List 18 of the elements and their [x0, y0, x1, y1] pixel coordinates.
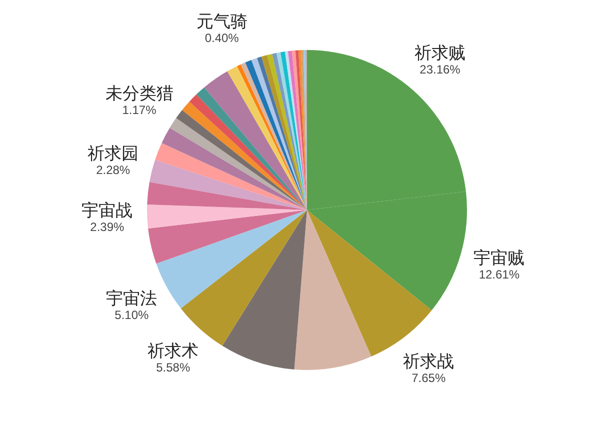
slice-label: 祈求术	[148, 342, 199, 361]
data-label: 23.16%	[420, 62, 461, 77]
slice-label: 宇宙贼	[474, 248, 525, 268]
data-label: 7.65%	[412, 370, 446, 385]
data-label: 0.40%	[204, 31, 240, 46]
slice-label: 祈求贼	[414, 44, 466, 63]
data-label: 12.61%	[478, 267, 520, 282]
slice-label: 未分类猎	[105, 84, 174, 104]
slice-label: 元气骑	[196, 12, 248, 32]
data-label: 5.58%	[156, 360, 190, 375]
slice-label: 祈求战	[403, 352, 454, 371]
slice-label: 宇宙法	[106, 289, 158, 308]
slice-label: 宇宙战	[82, 201, 133, 220]
data-label: 2.28%	[96, 162, 130, 177]
data-label: 2.39%	[90, 220, 125, 234]
data-label: 1.17%	[122, 103, 157, 118]
slice-label: 祈求园	[88, 144, 139, 163]
data-label: 5.10%	[114, 308, 150, 322]
